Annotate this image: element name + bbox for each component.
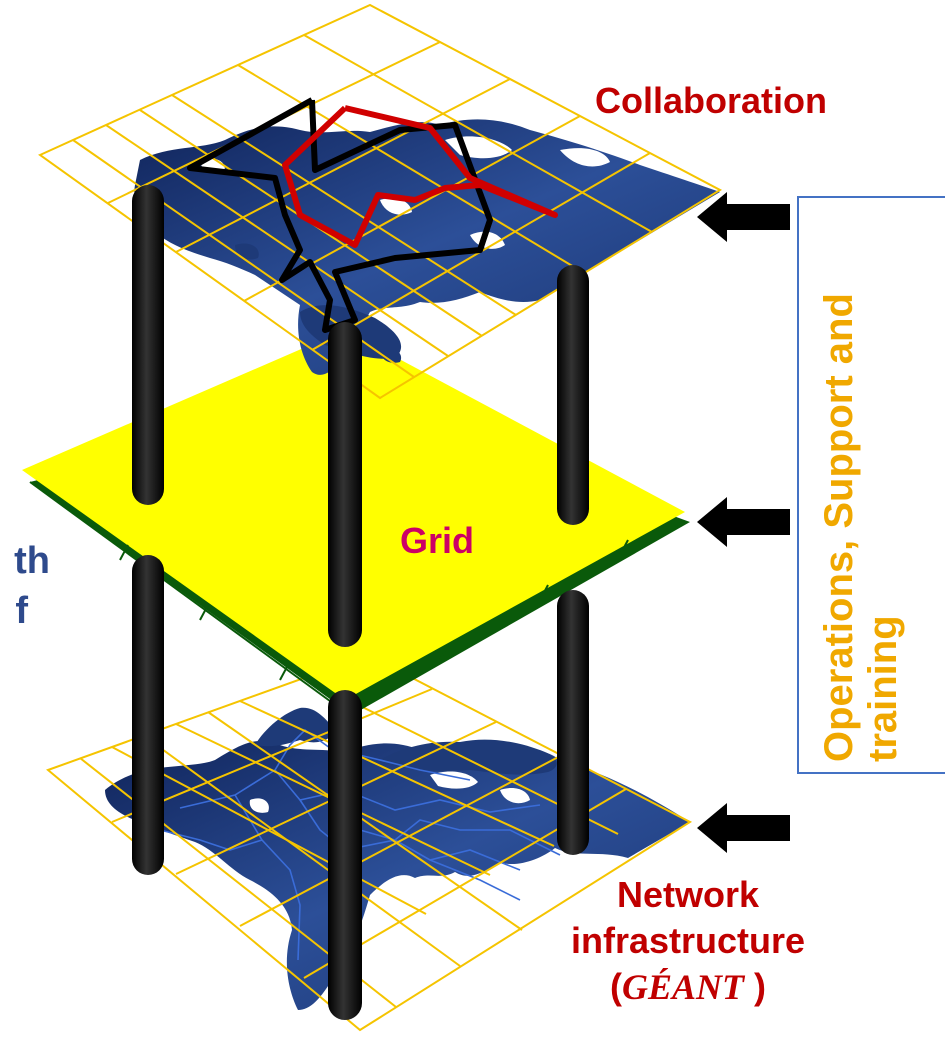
cut-off-text-line1: th bbox=[14, 540, 50, 582]
network-grid-line bbox=[207, 711, 523, 931]
arrow-network bbox=[697, 803, 790, 853]
cut-off-text-line2: f bbox=[15, 590, 28, 632]
network-map-landmass bbox=[105, 740, 690, 1010]
network-map-east bbox=[380, 739, 557, 775]
collab-map-piece bbox=[235, 243, 259, 260]
collab-grid-line bbox=[237, 64, 585, 274]
grid-plane-left-edge bbox=[29, 481, 346, 713]
collaboration-label: Collaboration bbox=[595, 80, 827, 121]
pillar-center-lower bbox=[328, 690, 362, 1020]
operations-support-line1: Operations, Support and bbox=[817, 293, 861, 762]
collab-map-sea bbox=[380, 198, 412, 215]
collab-grid-line bbox=[175, 78, 511, 253]
pillar-left-upper bbox=[132, 185, 164, 505]
network-label-line3: (GÉANT ) bbox=[528, 964, 848, 1010]
collab-grid-line bbox=[171, 94, 517, 316]
network-label: Network infrastructure (GÉANT ) bbox=[528, 872, 848, 1010]
collab-grid-line bbox=[303, 34, 653, 233]
collab-grid-outline bbox=[38, 3, 723, 400]
network-grid-line bbox=[239, 754, 563, 927]
pillar-right-lower bbox=[557, 590, 589, 855]
network-layer bbox=[46, 653, 693, 1032]
network-map-sea bbox=[430, 771, 478, 789]
grid-plane-edge-ticks bbox=[119, 539, 629, 681]
network-label-open: ( bbox=[609, 966, 622, 1007]
network-label-close: ) bbox=[744, 966, 766, 1007]
network-grid-outline bbox=[46, 653, 693, 1032]
geant-label: GÉANT bbox=[621, 967, 744, 1007]
grid-plane-tick bbox=[199, 604, 209, 621]
grid-plane-tick bbox=[619, 539, 629, 556]
operations-support-text: Operations, Support and training bbox=[799, 198, 947, 776]
pillars bbox=[132, 185, 589, 1020]
layer-arrows bbox=[697, 192, 790, 853]
arrow-grid bbox=[697, 497, 790, 547]
collab-grid-line bbox=[105, 124, 449, 357]
operations-support-panel: Operations, Support and training bbox=[797, 196, 945, 774]
pillar-center-upper bbox=[328, 322, 362, 647]
network-grid-line bbox=[143, 735, 461, 967]
network-grid-line bbox=[239, 700, 555, 847]
grid-label: Grid bbox=[400, 520, 475, 561]
grid-plane-tick bbox=[279, 664, 289, 681]
network-label-line2: infrastructure bbox=[570, 920, 806, 961]
collab-map-landmass bbox=[134, 119, 720, 375]
arrow-collaboration bbox=[697, 192, 790, 242]
pillar-left-lower bbox=[132, 555, 164, 875]
network-link bbox=[429, 859, 521, 901]
network-label-line1: Network bbox=[616, 874, 760, 915]
collab-map-sea bbox=[560, 148, 610, 167]
network-link bbox=[159, 829, 263, 851]
collab-path-red bbox=[282, 105, 558, 248]
grid-plane-tick bbox=[439, 644, 449, 661]
grid-plane-tick bbox=[119, 544, 129, 561]
collab-map-piece bbox=[380, 348, 402, 363]
operations-support-line2: training bbox=[861, 615, 905, 762]
pillar-right-upper bbox=[557, 265, 589, 525]
network-map-sea bbox=[249, 798, 269, 813]
network-map-sea bbox=[500, 788, 530, 804]
network-link bbox=[234, 794, 301, 961]
grid-plane-tick bbox=[539, 584, 549, 601]
